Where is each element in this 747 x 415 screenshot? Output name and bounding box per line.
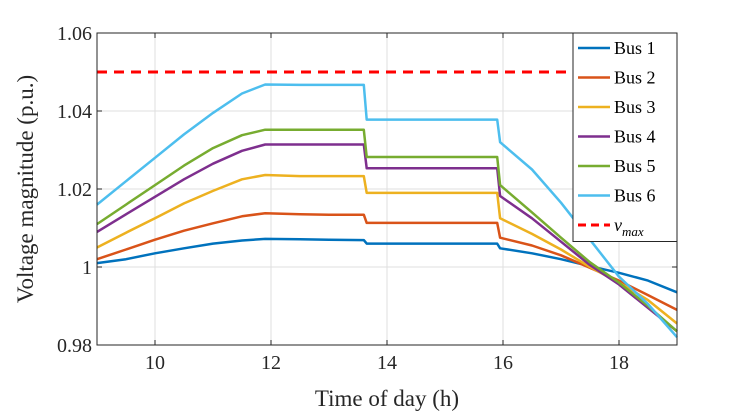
x-tick-label: 12 <box>261 352 281 374</box>
x-tick-label: 10 <box>145 352 165 374</box>
legend-label: vmax <box>614 215 644 239</box>
legend-label: Bus 5 <box>614 156 656 176</box>
legend-label: Bus 6 <box>614 186 656 206</box>
legend-label: Bus 2 <box>614 68 656 88</box>
series-line-bus-5 <box>96 128 678 333</box>
y-tick-label: 1 <box>82 257 92 279</box>
x-tick-label: 18 <box>609 352 629 374</box>
y-tick-label: 0.98 <box>57 335 92 357</box>
legend-label: Bus 4 <box>614 127 656 147</box>
tick-labels: 10 12 14 16 18 0.98 1 1.02 1.04 1.06 <box>57 23 629 374</box>
y-tick-label: 1.04 <box>57 101 92 123</box>
legend-label: Bus 3 <box>614 97 656 117</box>
y-axis-label: Voltage magnitude (p.u.) <box>13 75 38 303</box>
y-tick-label: 1.02 <box>57 179 92 201</box>
x-tick-label: 16 <box>493 352 513 374</box>
legend-label: Bus 1 <box>614 38 656 58</box>
series-line-bus-4 <box>96 143 678 333</box>
legend: Bus 1 Bus 2 Bus 3 Bus 4 Bus 5 Bus 6 vmax <box>572 32 678 242</box>
x-tick-label: 14 <box>377 352 397 374</box>
y-tick-label: 1.06 <box>57 23 92 45</box>
series-line-bus-3 <box>96 173 678 325</box>
x-axis-label: Time of day (h) <box>315 386 459 411</box>
series-line-bus-2 <box>96 211 678 312</box>
